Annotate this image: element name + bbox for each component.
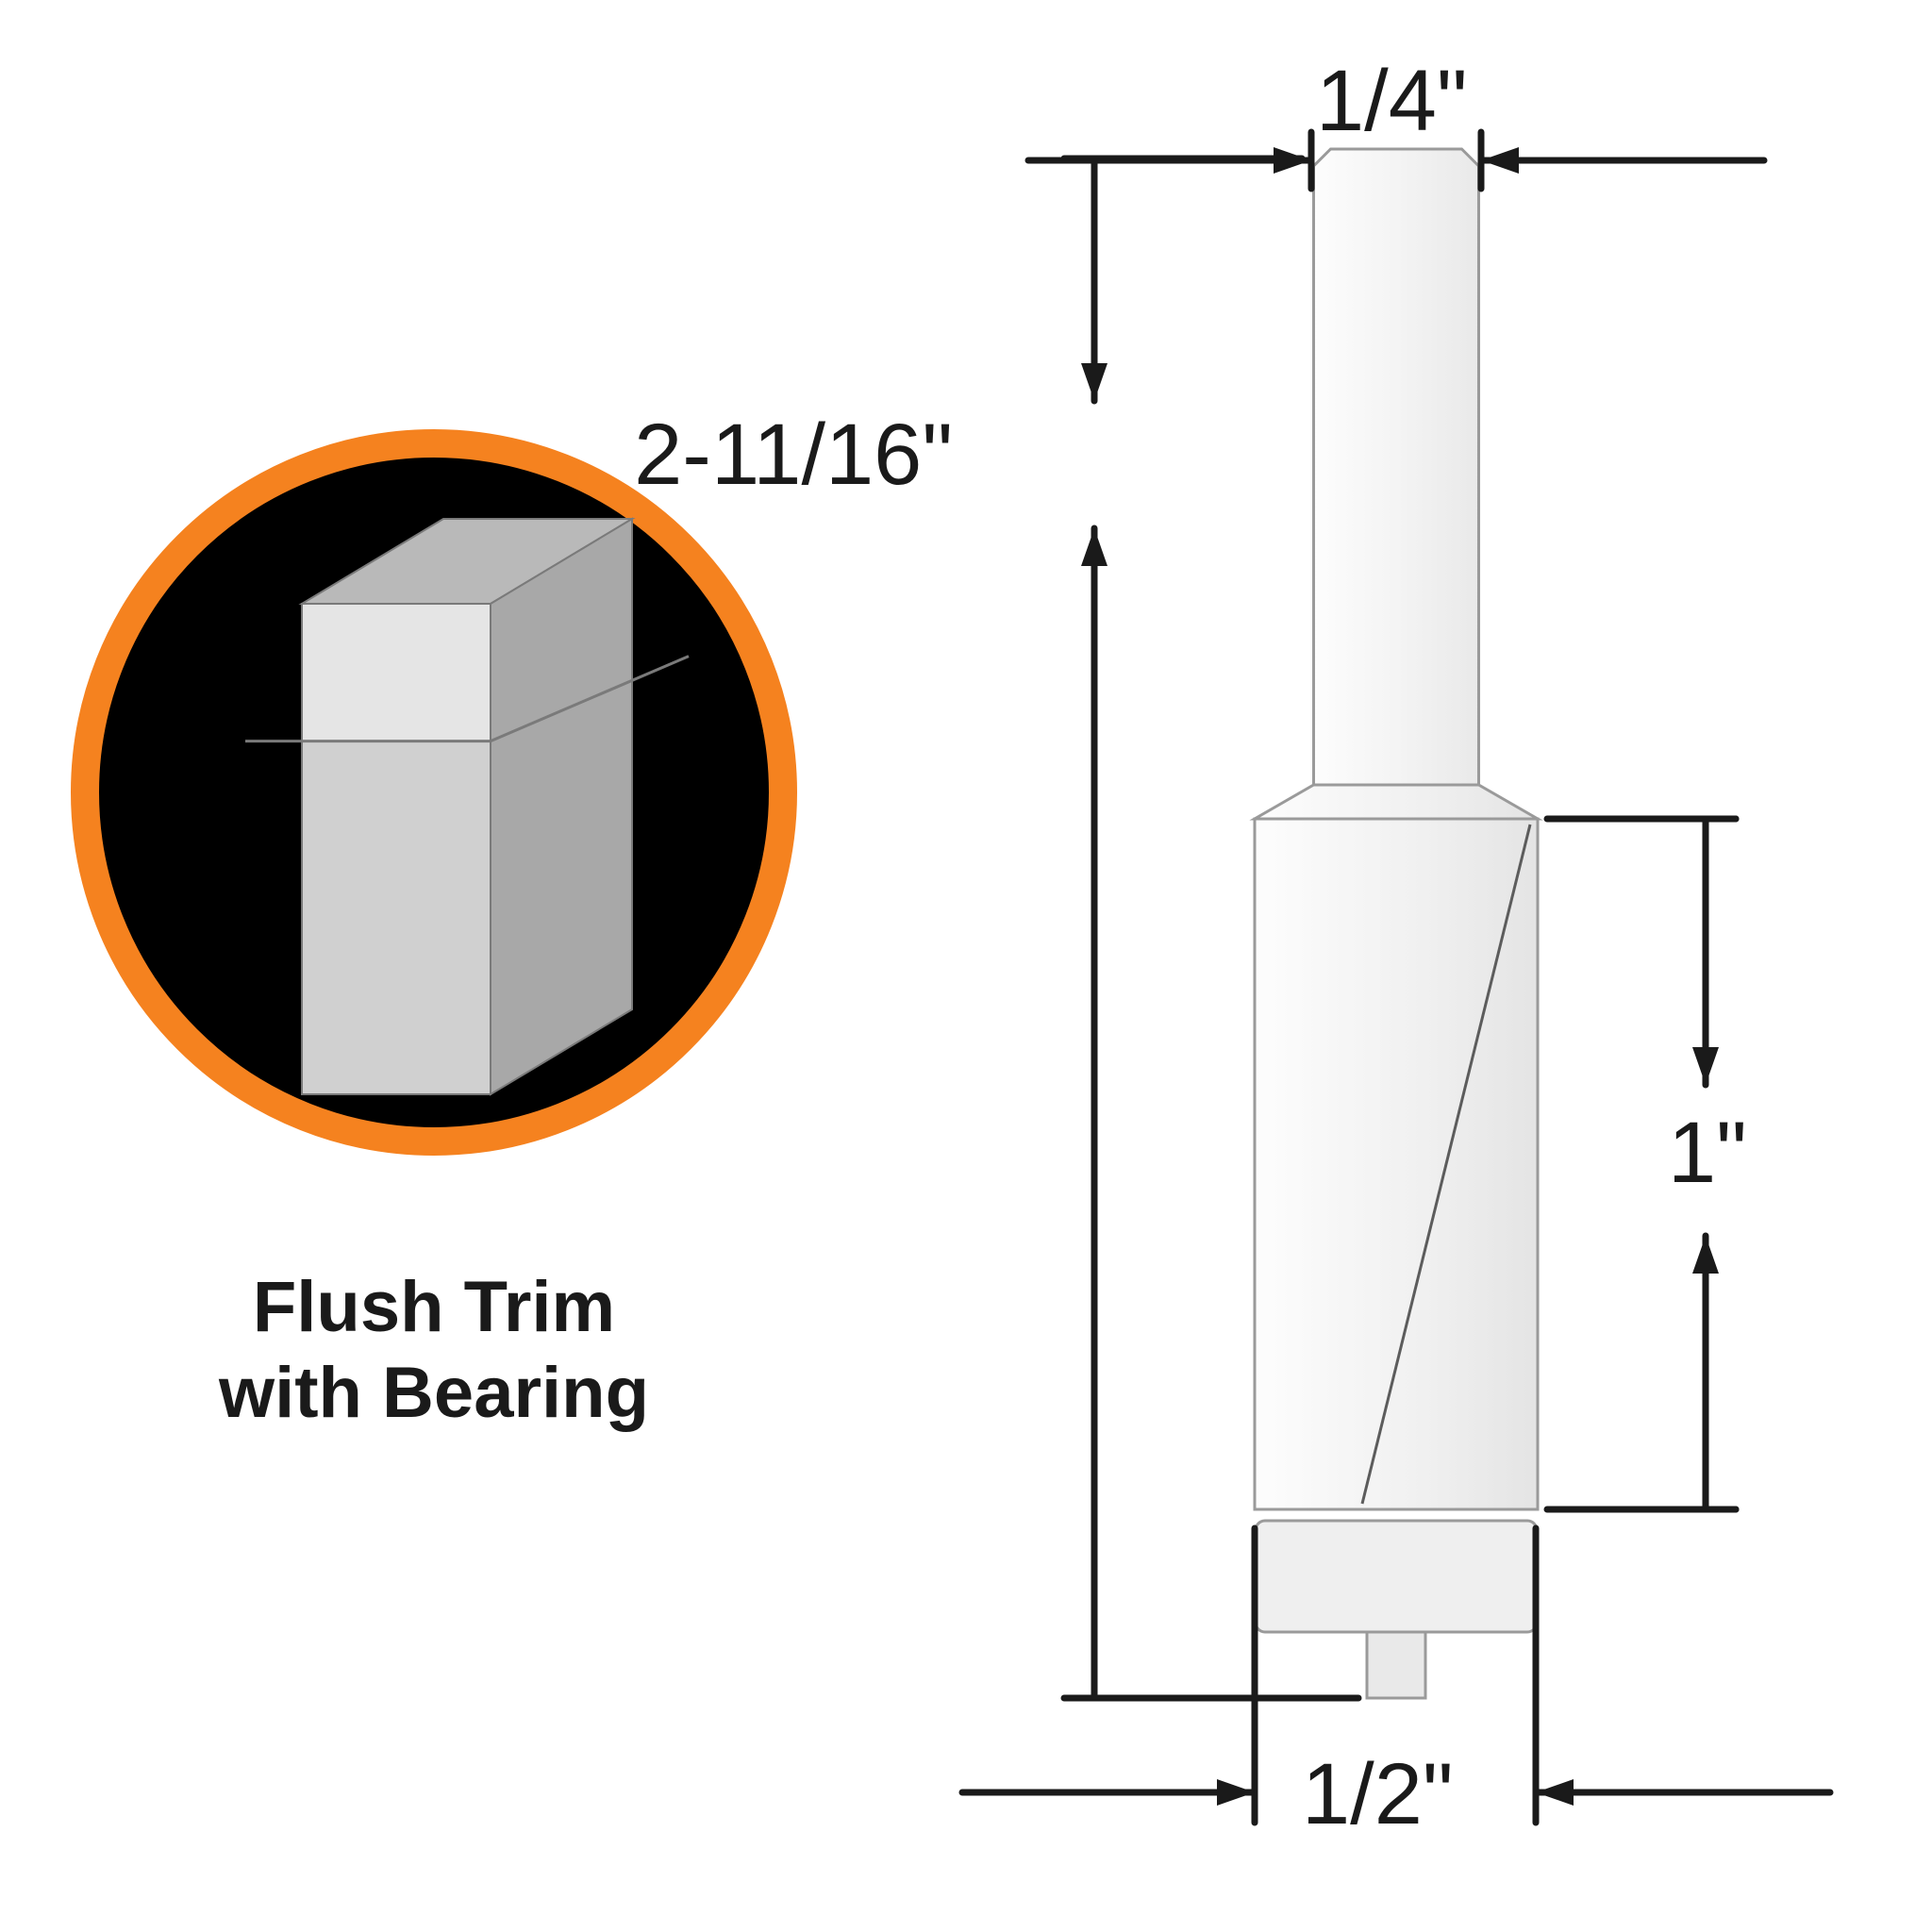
dim-dia-right-arrow [1536, 1779, 1574, 1806]
dim-label-cut-length: 1" [1668, 1104, 1747, 1203]
product-title: Flush Trim with Bearing [57, 1264, 811, 1436]
dim-total-bot-arrow [1081, 528, 1108, 566]
title-line-2: with Bearing [57, 1350, 811, 1436]
dim-label-cut-dia: 1/2" [1302, 1745, 1454, 1844]
bit-bearing [1256, 1521, 1537, 1632]
bit-shank [1314, 149, 1479, 792]
dim-cutlen-top-arrow [1692, 1047, 1719, 1085]
dim-label-total-length: 2-11/16" [634, 406, 953, 505]
profile-side-face [491, 519, 632, 1094]
technical-drawing-svg [0, 0, 1932, 1932]
bit-shoulder [1255, 785, 1538, 819]
diagram-stage: 1/4" 2-11/16" 1" 1/2" Flush Trim with Be… [0, 0, 1932, 1932]
dim-dia-left-arrow [1217, 1779, 1255, 1806]
bit-body [1255, 819, 1538, 1509]
profile-front-lower [302, 741, 491, 1094]
bit-stub [1367, 1632, 1425, 1698]
profile-front-upper [302, 604, 491, 741]
title-line-1: Flush Trim [57, 1264, 811, 1350]
dim-cutlen-bot-arrow [1692, 1236, 1719, 1274]
dim-label-shank-dia: 1/4" [1316, 52, 1468, 151]
dim-total-top-arrow [1081, 363, 1108, 401]
dim-shank-right-arrow [1481, 147, 1519, 174]
